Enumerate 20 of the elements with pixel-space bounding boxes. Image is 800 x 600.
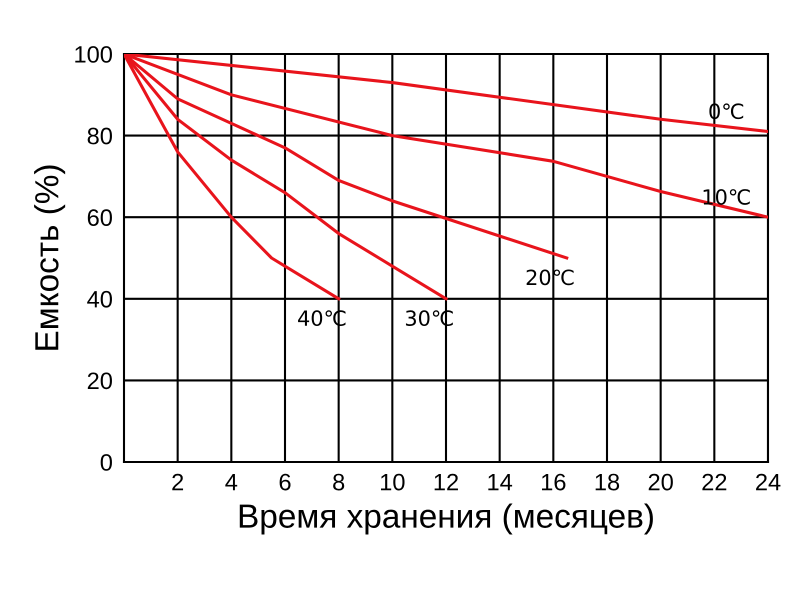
x-tick-label: 16	[542, 474, 566, 490]
y-tick-label: 20	[88, 372, 112, 390]
y-tick-label: 80	[88, 128, 112, 144]
x-tick-label: 24	[756, 474, 780, 490]
x-tick-label: 22	[702, 474, 726, 490]
x-tick-label: 8	[333, 474, 344, 490]
y-tick-label: 0	[100, 454, 112, 471]
y-tick-label: 100	[75, 46, 112, 63]
x-tick-label: 2	[172, 474, 184, 490]
x-tick-label: 18	[596, 474, 620, 490]
x-axis-title: Время хранения (месяцев)	[240, 503, 653, 535]
x-tick-label: 6	[280, 474, 291, 490]
x-tick-label: 12	[434, 474, 458, 490]
x-tick-label: 10	[381, 474, 405, 490]
y-tick-label: 60	[88, 209, 112, 226]
y-tick-label: 40	[87, 290, 112, 308]
x-tick-label: 14	[488, 474, 512, 490]
x-tick-label: 20	[648, 474, 673, 490]
y-axis-title: Емкость (%)	[34, 166, 66, 350]
x-tick-label: 4	[225, 474, 238, 490]
